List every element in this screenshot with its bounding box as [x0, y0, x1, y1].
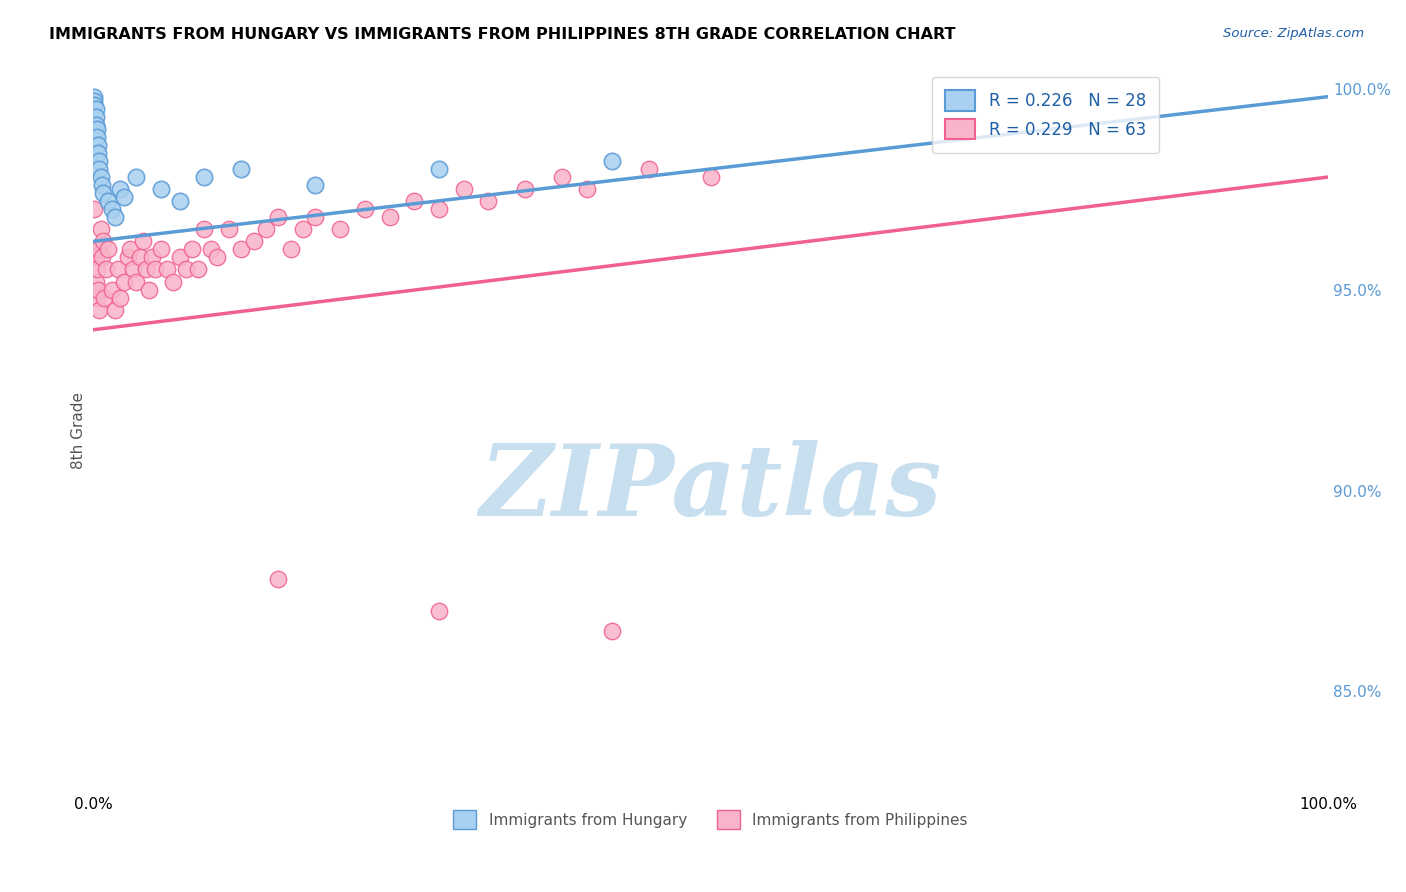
Y-axis label: 8th Grade: 8th Grade — [72, 392, 86, 468]
Point — [104, 302, 127, 317]
Point — [304, 178, 326, 192]
Point — [181, 243, 204, 257]
Point — [89, 161, 111, 176]
Point — [267, 572, 290, 586]
Point — [83, 94, 105, 108]
Point — [193, 222, 215, 236]
Point — [150, 182, 173, 196]
Point — [477, 194, 499, 209]
Point — [89, 302, 111, 317]
Point — [231, 243, 253, 257]
Point — [97, 243, 120, 257]
Point — [174, 262, 197, 277]
Point — [89, 153, 111, 168]
Point — [86, 129, 108, 144]
Text: Source: ZipAtlas.com: Source: ZipAtlas.com — [1223, 27, 1364, 40]
Point — [91, 235, 114, 249]
Point — [104, 211, 127, 225]
Point — [83, 89, 105, 103]
Point — [100, 202, 122, 217]
Point — [304, 211, 326, 225]
Point — [600, 153, 623, 168]
Point — [121, 262, 143, 277]
Point — [84, 275, 107, 289]
Point — [699, 169, 721, 184]
Point — [162, 275, 184, 289]
Point — [404, 194, 426, 209]
Point — [638, 161, 661, 176]
Point — [87, 283, 110, 297]
Point — [205, 251, 228, 265]
Point — [84, 118, 107, 132]
Point — [515, 182, 537, 196]
Point — [87, 137, 110, 152]
Point — [117, 251, 139, 265]
Point — [378, 211, 401, 225]
Text: IMMIGRANTS FROM HUNGARY VS IMMIGRANTS FROM PHILIPPINES 8TH GRADE CORRELATION CHA: IMMIGRANTS FROM HUNGARY VS IMMIGRANTS FR… — [49, 27, 956, 42]
Point — [138, 283, 160, 297]
Point — [97, 194, 120, 209]
Text: ZIPatlas: ZIPatlas — [479, 440, 942, 536]
Point — [112, 190, 135, 204]
Point — [150, 243, 173, 257]
Point — [100, 283, 122, 297]
Point — [292, 222, 315, 236]
Point — [90, 178, 112, 192]
Point — [218, 222, 240, 236]
Point — [254, 222, 277, 236]
Point — [107, 262, 129, 277]
Point — [129, 251, 152, 265]
Point — [125, 275, 148, 289]
Point — [83, 97, 105, 112]
Point — [143, 262, 166, 277]
Point — [156, 262, 179, 277]
Point — [94, 262, 117, 277]
Point — [600, 624, 623, 639]
Point — [169, 251, 191, 265]
Point — [187, 262, 209, 277]
Point — [86, 291, 108, 305]
Legend: Immigrants from Hungary, Immigrants from Philippines: Immigrants from Hungary, Immigrants from… — [447, 804, 974, 835]
Point — [427, 202, 450, 217]
Point — [427, 604, 450, 618]
Point — [135, 262, 157, 277]
Point — [110, 182, 132, 196]
Point — [90, 169, 112, 184]
Point — [141, 251, 163, 265]
Point — [242, 235, 264, 249]
Point — [86, 121, 108, 136]
Point — [125, 169, 148, 184]
Point — [87, 243, 110, 257]
Point — [267, 211, 290, 225]
Point — [84, 251, 107, 265]
Point — [91, 186, 114, 200]
Point — [112, 275, 135, 289]
Point — [280, 243, 302, 257]
Point — [169, 194, 191, 209]
Point — [83, 243, 105, 257]
Point — [90, 251, 112, 265]
Point — [453, 182, 475, 196]
Point — [231, 161, 253, 176]
Point — [427, 161, 450, 176]
Point — [200, 243, 222, 257]
Point — [90, 222, 112, 236]
Point — [83, 202, 105, 217]
Point — [84, 110, 107, 124]
Point — [329, 222, 352, 236]
Point — [86, 262, 108, 277]
Point — [576, 182, 599, 196]
Point — [120, 243, 142, 257]
Point — [551, 169, 574, 184]
Point — [84, 102, 107, 116]
Point — [93, 291, 115, 305]
Point — [354, 202, 377, 217]
Point — [131, 235, 153, 249]
Point — [87, 145, 110, 160]
Point — [110, 291, 132, 305]
Point — [193, 169, 215, 184]
